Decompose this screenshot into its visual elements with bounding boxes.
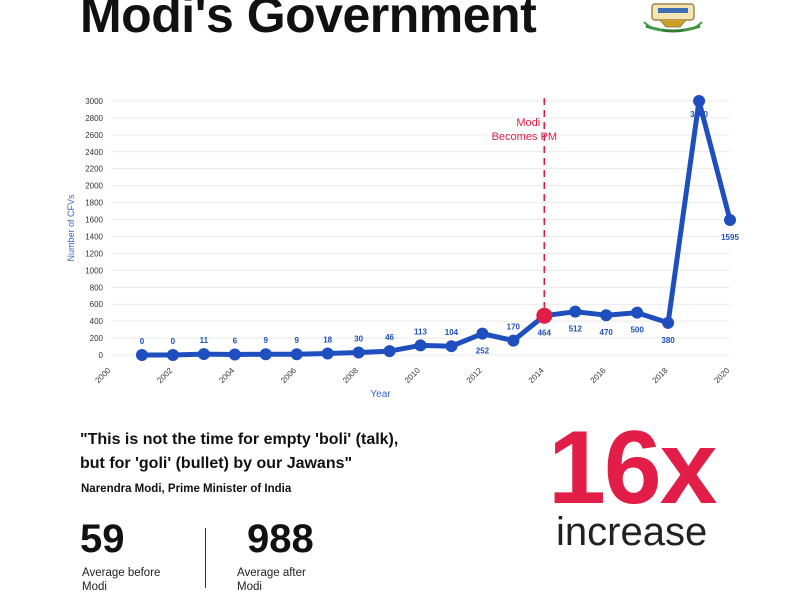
quote: "This is not the time for empty 'boli' (… [80, 428, 520, 476]
label-line: Average after [237, 567, 306, 579]
y-tick-label: 1600 [85, 216, 103, 225]
x-tick-label: 2008 [341, 366, 360, 385]
data-point [166, 349, 179, 361]
x-tick-label: 2006 [279, 366, 298, 385]
data-label: 46 [385, 333, 394, 342]
y-axis-ticks: 0 200 400 600 800 1000 1200 1400 1600 1800 2000 220… [85, 97, 103, 360]
y-tick-label: 2200 [85, 165, 103, 174]
x-tick-label: 2004 [217, 366, 236, 385]
data-point [197, 348, 210, 361]
data-point [662, 316, 675, 329]
data-label: 0 [140, 337, 145, 346]
y-tick-label: 2800 [85, 114, 103, 123]
data-point [228, 348, 241, 361]
series-line [141, 98, 733, 358]
data-point [445, 340, 458, 353]
label-line: Modi [82, 581, 107, 593]
data-label: 470 [600, 328, 614, 337]
y-tick-label: 1200 [85, 249, 103, 258]
data-label: 18 [323, 335, 332, 344]
y-tick-label: 2600 [85, 131, 103, 140]
increase-caption: increase [556, 510, 708, 554]
data-point [569, 305, 582, 318]
data-label: 170 [507, 323, 521, 332]
data-point [476, 327, 489, 340]
x-tick-label: 2018 [651, 366, 670, 385]
x-axis-ticks: 2000 2002 2004 2006 2008 2010 2012 2014 2016 2018… [93, 366, 731, 385]
data-point [724, 213, 736, 226]
data-labels: 0 0 11 6 9 9 18 30 46 113 104 252 170 464 512 470 500 380… [140, 110, 740, 356]
page-title: Modi's Government [80, 0, 537, 43]
y-tick-label: 3000 [85, 97, 103, 106]
data-label: 9 [294, 336, 299, 345]
y-tick-label: 1800 [85, 199, 103, 208]
data-point [600, 309, 613, 322]
data-label: 3000 [690, 110, 708, 119]
x-axis-label: Year [370, 389, 391, 400]
data-label: 512 [569, 325, 583, 334]
data-point [631, 306, 644, 319]
data-label: 6 [233, 336, 238, 345]
annotation-label: Becomes PM [492, 131, 557, 143]
label-line: Modi [237, 581, 262, 593]
y-axis-label: Number of CFVs [66, 194, 76, 262]
y-tick-label: 0 [99, 351, 104, 360]
y-tick-label: 400 [90, 317, 104, 326]
data-point [352, 346, 365, 359]
y-tick-label: 2400 [85, 148, 103, 157]
data-points [135, 95, 736, 361]
y-tick-label: 800 [90, 283, 104, 292]
highlight-point [536, 307, 553, 324]
x-tick-label: 2012 [465, 366, 484, 385]
x-tick-label: 2010 [403, 366, 422, 385]
label-line: Average before [82, 567, 161, 579]
quote-attribution: Narendra Modi, Prime Minister of India [81, 483, 292, 495]
data-label: 252 [476, 347, 490, 356]
y-tick-label: 2000 [85, 182, 103, 191]
data-label: 380 [661, 336, 675, 345]
data-point [135, 349, 148, 361]
data-point [693, 95, 706, 107]
government-emblem-icon [643, 3, 703, 33]
x-tick-label: 2016 [589, 366, 608, 385]
data-point [383, 345, 396, 358]
data-label: 9 [264, 336, 269, 345]
quote-line: "This is not the time for empty 'boli' (… [80, 431, 399, 448]
data-label: 30 [354, 334, 363, 343]
y-tick-label: 1000 [85, 266, 103, 275]
data-label: 11 [200, 336, 209, 345]
y-tick-label: 1400 [85, 232, 103, 241]
increase-multiplier: 16x [548, 410, 718, 526]
average-before-value: 59 [80, 517, 125, 561]
data-point [414, 339, 427, 352]
chart-grid [111, 100, 730, 356]
stat-divider [205, 528, 206, 588]
data-label: 0 [171, 337, 176, 346]
y-tick-label: 200 [90, 334, 104, 343]
x-tick-label: 2002 [155, 366, 174, 385]
data-point [507, 334, 520, 347]
average-after-value: 988 [247, 517, 314, 561]
average-before-label: Average before Modi [82, 566, 192, 594]
annotation-label: Modi [516, 117, 540, 129]
x-tick-label: 2020 [712, 366, 731, 385]
data-point [290, 348, 303, 361]
data-label: 464 [538, 329, 552, 338]
x-tick-label: 2000 [93, 366, 112, 385]
data-label: 1595 [721, 233, 739, 242]
quote-line: but for 'goli' (bullet) by our Jawans" [80, 455, 353, 472]
average-after-label: Average after Modi [237, 566, 347, 594]
data-point [321, 347, 334, 360]
data-label: 113 [414, 327, 427, 336]
data-point [259, 348, 272, 361]
data-label: 500 [630, 326, 644, 335]
y-tick-label: 600 [90, 300, 104, 309]
cfv-line-chart: 0200400600800100012001400160018002000220… [66, 95, 740, 400]
x-tick-label: 2014 [527, 366, 546, 385]
data-label: 104 [445, 328, 459, 337]
